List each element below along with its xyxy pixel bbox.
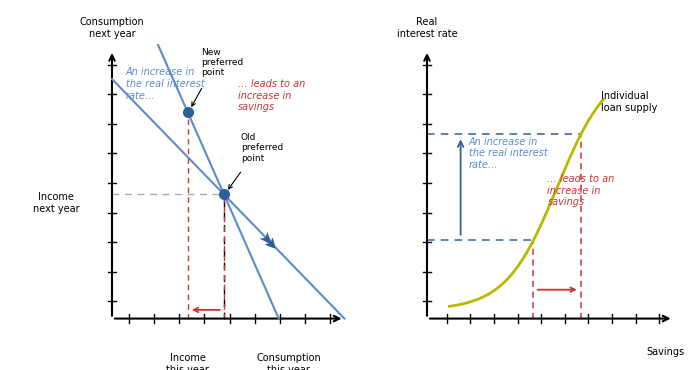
Text: … leads to an
increase in
savings: … leads to an increase in savings: [238, 79, 305, 112]
Text: Savings: Savings: [646, 347, 684, 357]
Text: … leads to an
increase in
savings: … leads to an increase in savings: [547, 174, 615, 208]
Text: An increase in
the real interest
rate…: An increase in the real interest rate…: [469, 137, 547, 170]
Text: New
preferred
point: New preferred point: [202, 47, 244, 77]
Text: Real
interest rate: Real interest rate: [397, 17, 457, 38]
Text: An increase in
the real interest
rate…: An increase in the real interest rate…: [126, 67, 204, 101]
Text: Income
this year: Income this year: [166, 353, 209, 370]
Text: Individual
loan supply: Individual loan supply: [601, 91, 657, 113]
Text: Consumption
this year: Consumption this year: [256, 353, 321, 370]
Text: Consumption
next year: Consumption next year: [80, 17, 144, 38]
Text: Old
preferred
point: Old preferred point: [241, 133, 283, 163]
Text: Income
next year: Income next year: [33, 192, 79, 214]
